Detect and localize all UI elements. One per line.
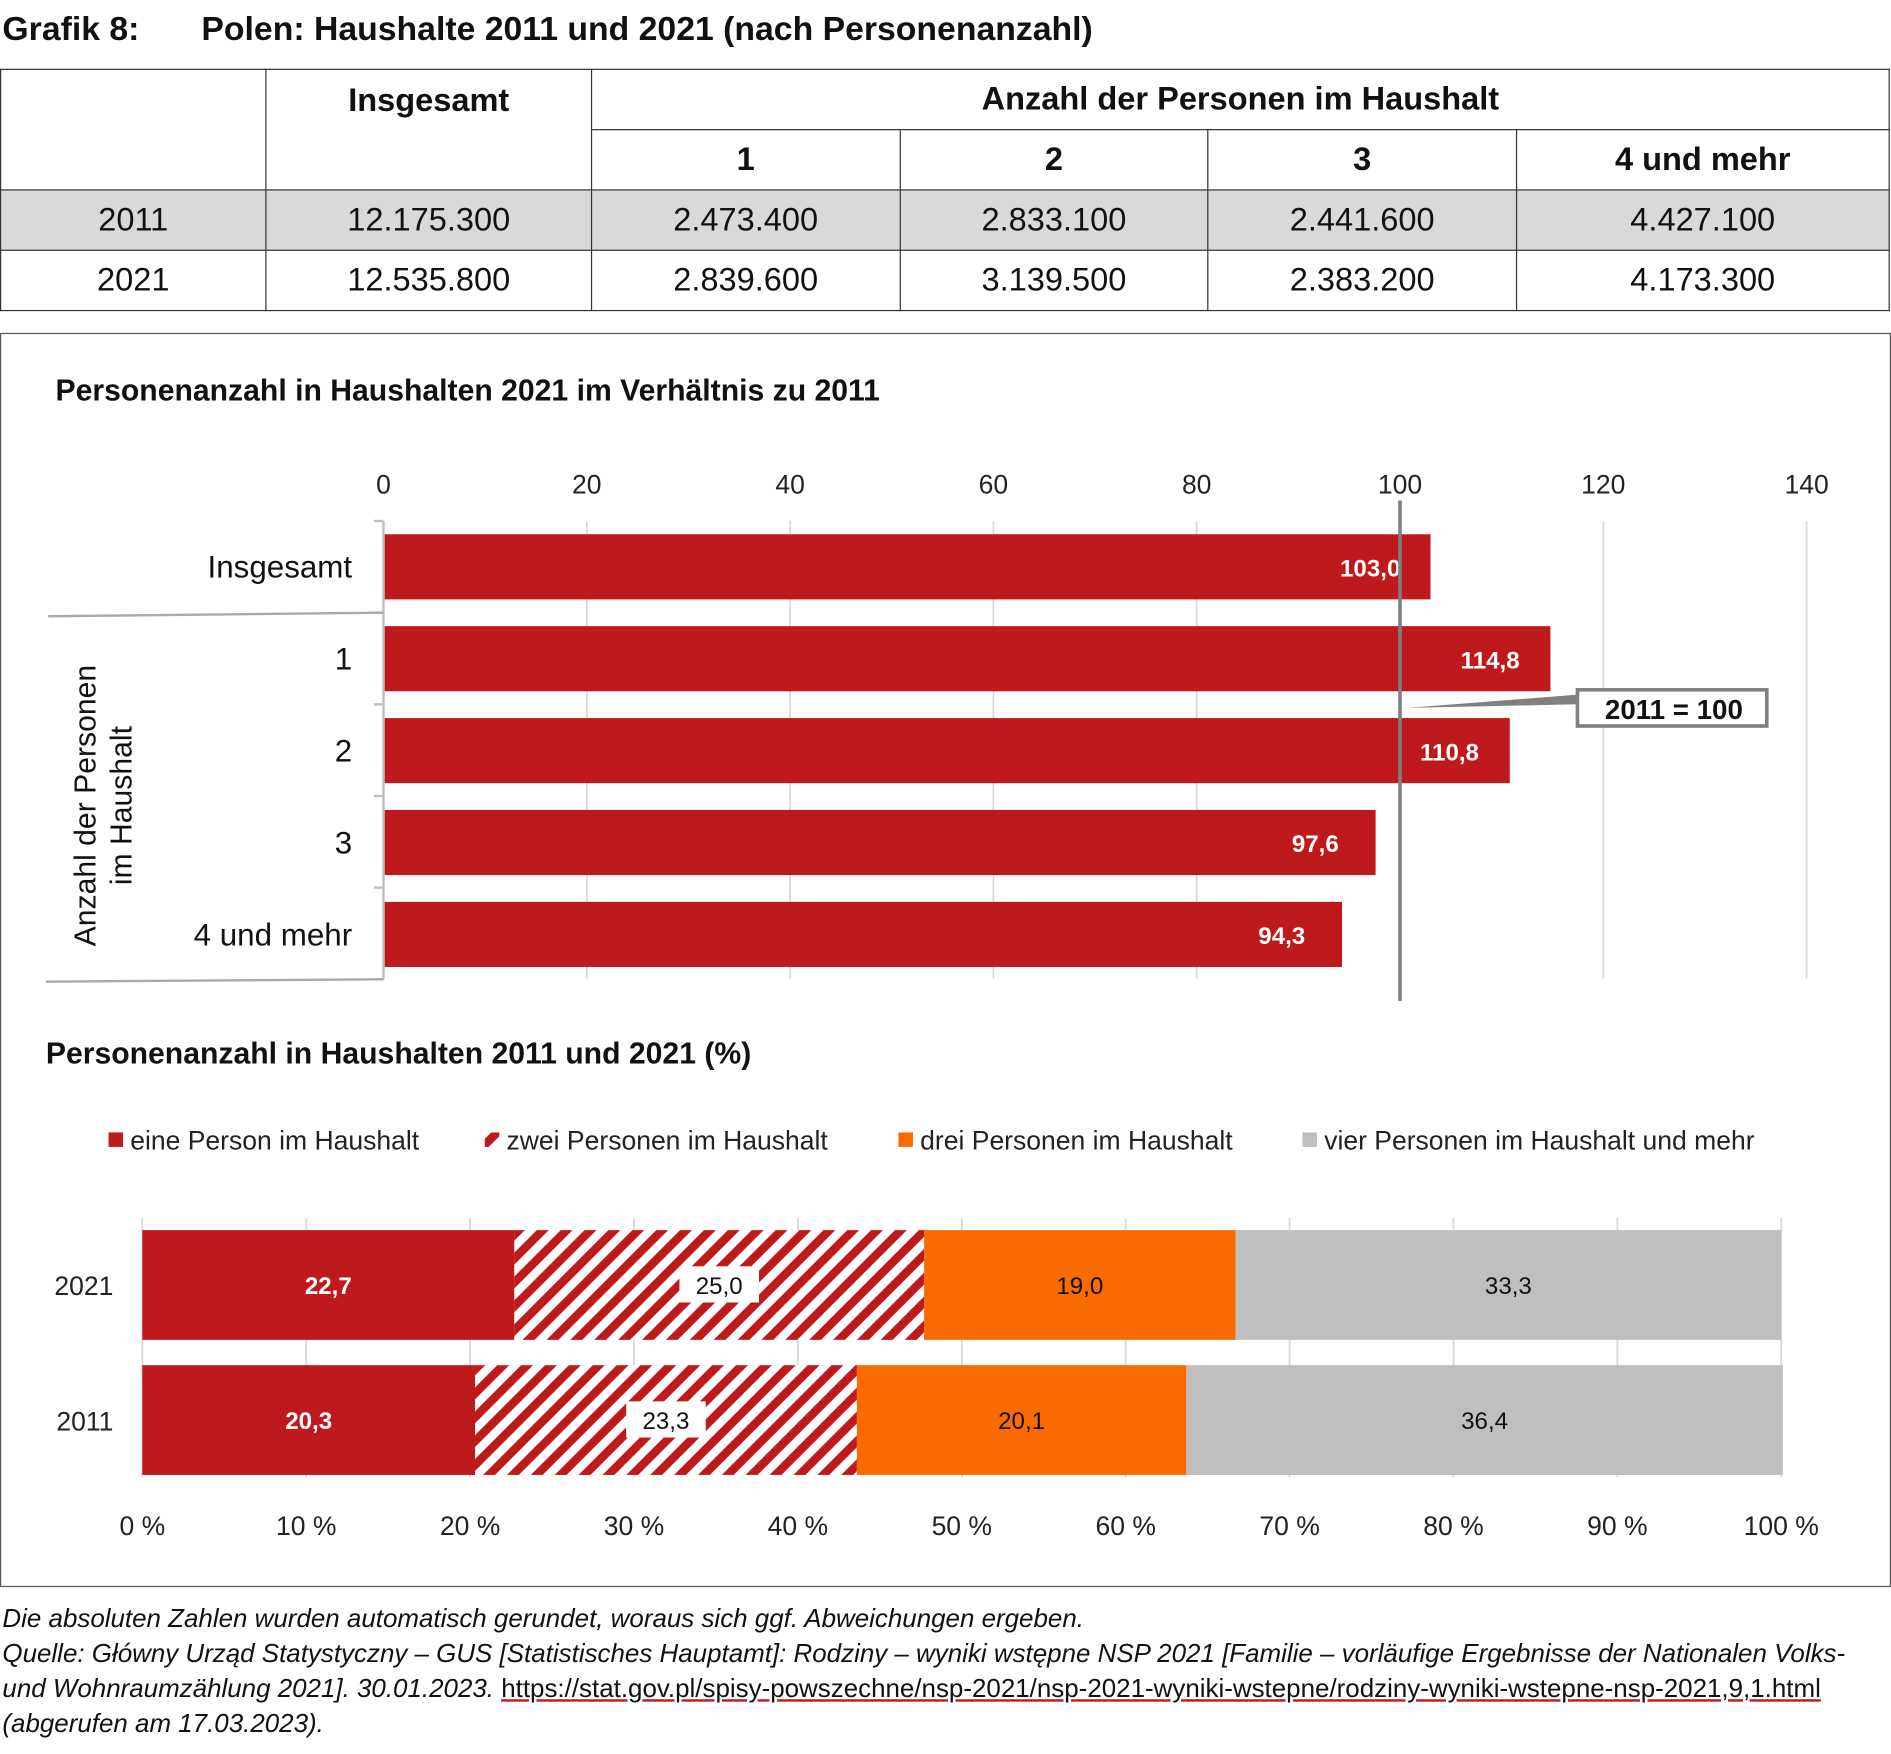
bar-value-label: 97,6 (1292, 831, 1339, 858)
category-label: 2021 (54, 1271, 113, 1301)
cell-total: 12.535.800 (265, 249, 593, 312)
callout-text: 2011 = 100 (1605, 694, 1743, 725)
category-label: 2 (335, 733, 352, 768)
legend-label: zwei Personen im Haushalt (507, 1125, 829, 1155)
source-note: Quelle: Główny Urząd Statystyczny – GUS … (2, 1638, 1846, 1738)
source-link[interactable]: https://stat.gov.pl/spisy-powszechne/nsp… (501, 1673, 1821, 1703)
legend-swatch (484, 1132, 500, 1147)
x-tick-label: 80 (1182, 469, 1212, 499)
legend-swatch (898, 1132, 913, 1147)
x-tick-label: 70 % (1259, 1511, 1319, 1541)
x-tick-label: 0 (376, 469, 391, 499)
callout-box (1575, 688, 1769, 728)
legend-swatch (1302, 1132, 1317, 1147)
x-tick-label: 140 (1784, 469, 1828, 499)
x-tick-label: 30 % (604, 1511, 664, 1541)
x-tick-label: 60 % (1095, 1511, 1155, 1541)
x-tick-label: 120 (1581, 469, 1625, 499)
table-row: 2021 12.535.800 2.839.600 3.139.500 2.38… (0, 249, 1890, 312)
category-label: 4 und mehr (194, 917, 353, 952)
cell: 2.839.600 (590, 249, 901, 312)
x-tick-label: 100 (1378, 469, 1422, 499)
bar (384, 901, 1343, 967)
header-group: Anzahl der Personen im Haushalt (590, 68, 1890, 131)
legend-swatch (108, 1132, 124, 1147)
category-label: 2011 (56, 1406, 113, 1436)
label-background (679, 1266, 760, 1303)
bar-value-label: 33,3 (1485, 1273, 1532, 1300)
x-tick-label: 60 (979, 469, 1009, 499)
legend-label: eine Person im Haushalt (130, 1125, 420, 1155)
bar-segment (924, 1230, 1236, 1340)
bar-value-label: 23,3 (642, 1408, 689, 1435)
bar-segment (142, 1365, 476, 1475)
category-label: Insgesamt (208, 550, 353, 585)
rounding-note: Die absoluten Zahlen wurden automatisch … (2, 1603, 1084, 1633)
category-label: 1 (335, 642, 352, 677)
category-label: 3 (335, 825, 352, 860)
charts-svg: 0 20 40 60 80 100 120 140 Anzahl der Personen im … (45, 469, 1829, 1541)
group-label: Anzahl der Personen im Haushalt (69, 665, 138, 947)
x-tick-label: 40 (775, 469, 805, 499)
header-col: 4 und mehr (1515, 129, 1890, 191)
bar-segment (142, 1230, 515, 1340)
bar-value-label: 110,8 (1420, 739, 1479, 766)
x-tick-label: 40 % (768, 1511, 828, 1541)
bar-segment (1186, 1365, 1783, 1475)
bar (384, 626, 1551, 692)
bar (384, 718, 1510, 784)
header-col: 2 (899, 129, 1209, 191)
cell-year: 2021 (0, 249, 267, 312)
cell-total: 12.175.300 (265, 189, 593, 251)
cell: 3.139.500 (899, 249, 1209, 312)
table-row: 2011 12.175.300 2.473.400 2.833.100 2.44… (0, 189, 1890, 251)
cell: 2.441.600 (1207, 189, 1517, 251)
cell: 4.173.300 (1515, 249, 1890, 312)
households-table: Insgesamt Anzahl der Personen im Haushal… (0, 68, 1890, 312)
x-tick-label: 20 (572, 469, 602, 499)
chart1-title: Personenanzahl in Haushalten 2021 im Ver… (55, 373, 880, 408)
bar-segment (856, 1365, 1187, 1475)
cell: 2.383.200 (1207, 249, 1517, 312)
x-tick-label: 90 % (1587, 1511, 1647, 1541)
bar-value-label: 20,1 (998, 1408, 1045, 1435)
x-tick-label: 10 % (276, 1511, 336, 1541)
bar-value-label: 25,0 (696, 1273, 743, 1300)
bar-value-label: 94,3 (1258, 923, 1305, 950)
group-label-line: im Haushalt (105, 725, 138, 885)
bar-value-label: 114,8 (1461, 647, 1520, 674)
bar-segment (1235, 1230, 1782, 1340)
x-tick-label: 0 % (119, 1511, 165, 1541)
x-tick-label: 100 % (1744, 1511, 1819, 1541)
group-bracket (48, 611, 384, 618)
bar-value-label: 20,3 (285, 1408, 332, 1435)
legend-label: vier Personen im Haushalt und mehr (1324, 1125, 1755, 1155)
chart2-title: Personenanzahl in Haushalten 2011 und 20… (45, 1037, 752, 1071)
label-background (626, 1401, 706, 1438)
table-corner (0, 68, 267, 191)
bar-value-label: 22,7 (305, 1273, 352, 1300)
cell: 4.427.100 (1515, 189, 1890, 251)
legend-label: drei Personen im Haushalt (920, 1125, 1233, 1155)
bar-value-label: 36,4 (1461, 1408, 1508, 1435)
bar (384, 534, 1431, 600)
bar (384, 809, 1376, 876)
callout-pointer (1407, 694, 1578, 708)
figure-title: Grafik 8: Polen: Haushalte 2011 und 2021 … (2, 9, 1093, 48)
x-tick-label: 50 % (932, 1511, 992, 1541)
cell: 2.833.100 (899, 189, 1209, 251)
group-bracket (45, 978, 384, 983)
bar-value-label: 103,0 (1340, 555, 1400, 582)
bar-value-label: 19,0 (1056, 1273, 1103, 1300)
x-tick-label: 80 % (1423, 1511, 1483, 1541)
footnotes: Die absoluten Zahlen wurden automatisch … (2, 1602, 1891, 1742)
group-label-line: Anzahl der Personen (69, 665, 102, 947)
x-tick-label: 20 % (440, 1511, 500, 1541)
chart-box (0, 332, 1891, 1588)
header-col: 1 (590, 129, 901, 191)
cell-year: 2011 (0, 189, 267, 251)
